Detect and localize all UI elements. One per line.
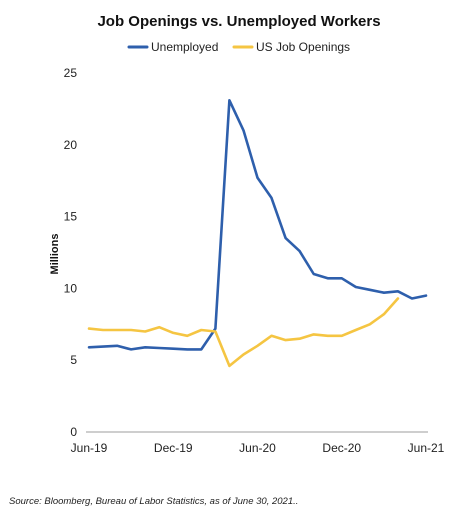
y-tick-label: 10 <box>64 281 78 295</box>
series-line-us-job-openings <box>87 297 400 368</box>
x-tick-label: Dec-19 <box>154 441 193 455</box>
legend: Unemployed US Job Openings <box>127 40 350 54</box>
chart-title: Job Openings vs. Unemployed Workers <box>97 13 380 30</box>
y-tick-label: 0 <box>70 425 77 439</box>
y-axis-label: Millions <box>49 234 61 275</box>
x-tick-label: Jun-19 <box>71 441 108 455</box>
y-tick-label: 15 <box>64 210 78 224</box>
series-line-unemployed <box>87 99 428 351</box>
x-axis-ticks: Jun-19 Dec-19 Jun-20 Dec-20 Jun-21 <box>71 441 445 455</box>
y-tick-label: 25 <box>64 66 78 80</box>
x-tick-label: Dec-20 <box>322 441 361 455</box>
x-tick-label: Jun-21 <box>408 441 445 455</box>
y-tick-label: 20 <box>64 138 78 152</box>
y-axis-ticks: 0 5 10 15 20 25 <box>64 66 78 439</box>
legend-label-unemployed: Unemployed <box>151 40 218 54</box>
legend-label-us-job-openings: US Job Openings <box>256 40 350 54</box>
series-lines <box>87 99 428 368</box>
source-note: Source: Bloomberg, Bureau of Labor Stati… <box>9 496 298 507</box>
x-tick-label: Jun-20 <box>239 441 276 455</box>
y-tick-label: 5 <box>70 353 77 367</box>
